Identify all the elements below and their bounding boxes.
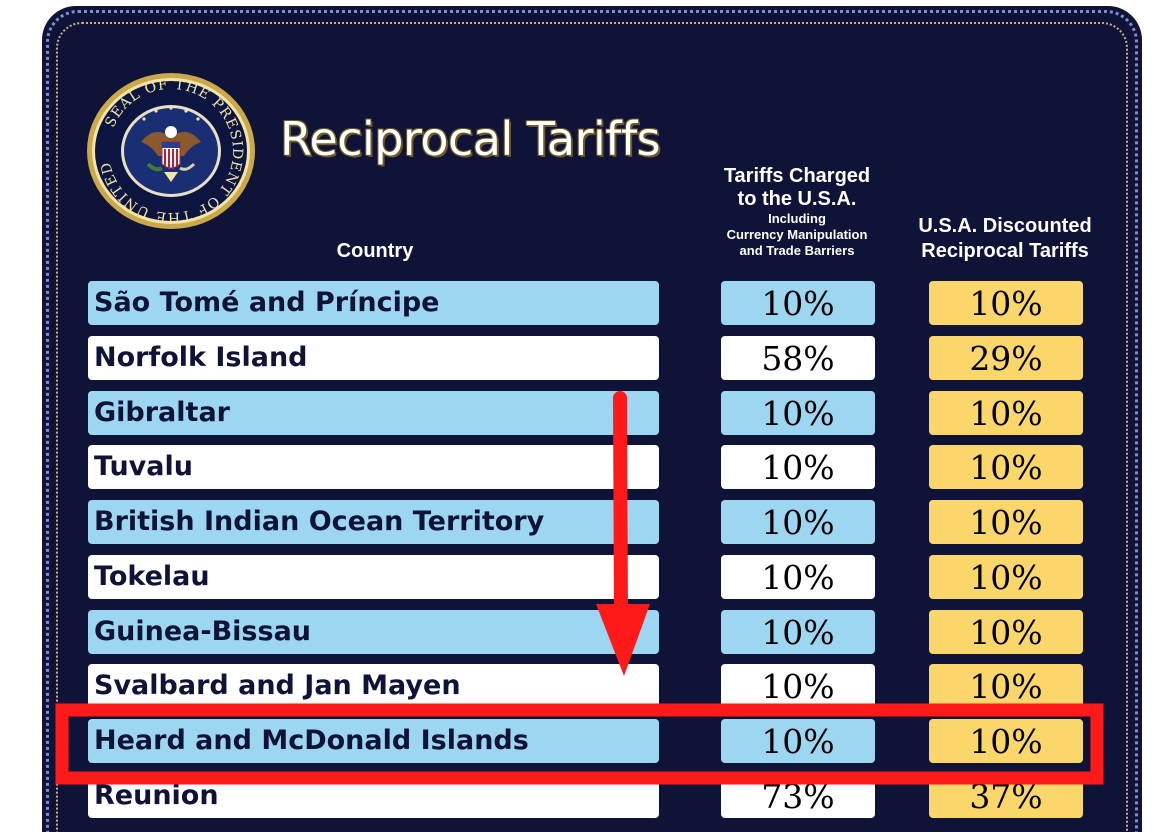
charged-cell: 10% [721, 281, 875, 325]
country-cell: Heard and McDonald Islands [88, 719, 659, 763]
country-cell: Svalbard and Jan Mayen [88, 664, 659, 708]
header-usa-line1: U.S.A. Discounted [918, 215, 1092, 237]
usa-tariff-cell: 10% [929, 719, 1083, 763]
country-cell: Guinea-Bissau [88, 610, 659, 654]
usa-tariff-cell: 37% [929, 774, 1083, 818]
usa-tariff-cell: 10% [929, 555, 1083, 599]
usa-tariff-cell: 29% [929, 336, 1083, 380]
table-row: Gibraltar 10% 10% [0, 391, 1154, 437]
table-row: Tuvalu 10% 10% [0, 445, 1154, 491]
usa-tariff-cell: 10% [929, 610, 1083, 654]
charged-cell: 58% [721, 336, 875, 380]
column-header-tariffs-charged: Tariffs Charged to the U.S.A. Including … [692, 165, 902, 259]
usa-tariff-cell: 10% [929, 664, 1083, 708]
charged-cell: 10% [721, 664, 875, 708]
header-charged-line4: Currency Manipulation [726, 227, 868, 242]
charged-cell: 73% [721, 774, 875, 818]
country-cell: São Tomé and Príncipe [88, 281, 659, 325]
charged-cell: 10% [721, 610, 875, 654]
charged-cell: 10% [721, 445, 875, 489]
header-charged-line5: and Trade Barriers [739, 243, 855, 258]
country-cell: Norfolk Island [88, 336, 659, 380]
table-row: Tokelau 10% 10% [0, 555, 1154, 601]
page-title: Reciprocal Tariffs [280, 112, 661, 166]
country-cell: Tokelau [88, 555, 659, 599]
table-row: Svalbard and Jan Mayen 10% 10% [0, 664, 1154, 710]
table-row: Norfolk Island 58% 29% [0, 336, 1154, 382]
dotted-border-inner [56, 22, 1128, 832]
table-row: São Tomé and Príncipe 10% 10% [0, 281, 1154, 327]
table-row-highlighted: Heard and McDonald Islands 10% 10% [0, 719, 1154, 765]
header-charged-line2: to the U.S.A. [737, 188, 857, 210]
usa-tariff-cell: 10% [929, 281, 1083, 325]
usa-tariff-cell: 10% [929, 500, 1083, 544]
column-header-country: Country [336, 240, 414, 262]
country-cell: Reunion [88, 774, 659, 818]
country-cell: British Indian Ocean Territory [88, 500, 659, 544]
country-cell: Tuvalu [88, 445, 659, 489]
charged-cell: 10% [721, 500, 875, 544]
table-row: British Indian Ocean Territory 10% 10% [0, 500, 1154, 546]
charged-cell: 10% [721, 719, 875, 763]
country-cell: Gibraltar [88, 391, 659, 435]
table-row: Reunion 73% 37% [0, 774, 1154, 820]
usa-tariff-cell: 10% [929, 445, 1083, 489]
presidential-seal-icon: SEAL OF THE PRESIDENT OF THE UNITED STAT… [86, 72, 255, 229]
table-row: Guinea-Bissau 10% 10% [0, 610, 1154, 656]
dotted-border-outer [46, 10, 1138, 832]
header-charged-line1: Tariffs Charged [723, 165, 871, 187]
charged-cell: 10% [721, 555, 875, 599]
column-header-usa-discounted: U.S.A. Discounted Reciprocal Tariffs [900, 214, 1110, 264]
usa-tariff-cell: 10% [929, 391, 1083, 435]
header-charged-line3: Including [768, 211, 826, 226]
header-usa-line2: Reciprocal Tariffs [921, 240, 1089, 262]
charged-cell: 10% [721, 391, 875, 435]
